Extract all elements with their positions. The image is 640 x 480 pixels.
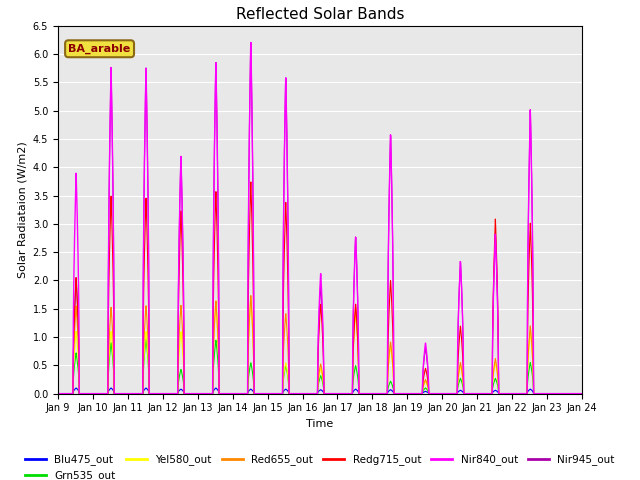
Red655_out	[568, 391, 576, 396]
Nir840_out	[145, 287, 153, 292]
Text: BA_arable: BA_arable	[68, 44, 131, 54]
Redg715_out	[145, 328, 153, 334]
Line: Yel580_out: Yel580_out	[58, 299, 582, 394]
Yel580_out	[114, 391, 122, 396]
Blu475_out	[54, 391, 62, 396]
Nir945_out	[578, 391, 586, 396]
Red655_out	[511, 391, 519, 396]
Grn535_out	[142, 336, 150, 342]
Yel580_out	[278, 391, 285, 396]
Blu475_out	[278, 391, 285, 396]
Redg715_out	[54, 391, 62, 396]
Legend: Blu475_out, Grn535_out, Yel580_out, Red655_out, Redg715_out, Nir840_out, Nir945_: Blu475_out, Grn535_out, Yel580_out, Red6…	[21, 450, 619, 480]
Blu475_out	[568, 391, 576, 396]
X-axis label: Time: Time	[307, 419, 333, 429]
Yel580_out	[578, 391, 586, 396]
Grn535_out	[255, 391, 263, 396]
Nir945_out	[255, 391, 263, 396]
Line: Grn535_out: Grn535_out	[58, 339, 582, 394]
Title: Reflected Solar Bands: Reflected Solar Bands	[236, 7, 404, 22]
Red655_out	[255, 391, 263, 396]
Nir840_out	[511, 391, 519, 396]
Nir840_out	[114, 391, 122, 396]
Grn535_out	[278, 391, 285, 396]
Blu475_out	[145, 389, 153, 395]
Nir840_out	[247, 40, 255, 46]
Nir840_out	[278, 391, 285, 396]
Red655_out	[247, 293, 255, 299]
Nir945_out	[145, 287, 153, 292]
Nir945_out	[114, 391, 122, 396]
Nir840_out	[54, 391, 62, 396]
Blu475_out	[114, 391, 122, 396]
Red655_out	[54, 391, 62, 396]
Grn535_out	[578, 391, 586, 396]
Nir945_out	[568, 391, 576, 396]
Line: Blu475_out: Blu475_out	[58, 388, 582, 394]
Redg715_out	[278, 391, 285, 396]
Redg715_out	[255, 391, 263, 396]
Nir945_out	[54, 391, 62, 396]
Yel580_out	[54, 391, 62, 396]
Line: Red655_out: Red655_out	[58, 296, 582, 394]
Nir840_out	[578, 391, 586, 396]
Nir945_out	[278, 391, 285, 396]
Grn535_out	[145, 379, 153, 385]
Blu475_out	[578, 391, 586, 396]
Line: Redg715_out: Redg715_out	[58, 182, 582, 394]
Red655_out	[114, 391, 122, 396]
Redg715_out	[511, 391, 519, 396]
Nir840_out	[568, 391, 576, 396]
Yel580_out	[255, 391, 263, 396]
Nir840_out	[255, 391, 263, 396]
Blu475_out	[255, 391, 263, 396]
Redg715_out	[568, 391, 576, 396]
Line: Nir840_out: Nir840_out	[58, 43, 582, 394]
Yel580_out	[511, 391, 519, 396]
Grn535_out	[511, 391, 519, 396]
Grn535_out	[114, 391, 122, 396]
Yel580_out	[145, 371, 153, 377]
Blu475_out	[72, 385, 80, 391]
Nir945_out	[511, 391, 519, 396]
Redg715_out	[578, 391, 586, 396]
Red655_out	[145, 362, 153, 368]
Nir945_out	[247, 40, 255, 46]
Red655_out	[578, 391, 586, 396]
Yel580_out	[247, 296, 255, 301]
Grn535_out	[568, 391, 576, 396]
Blu475_out	[511, 391, 519, 396]
Grn535_out	[54, 391, 62, 396]
Redg715_out	[247, 179, 255, 185]
Yel580_out	[568, 391, 576, 396]
Redg715_out	[114, 391, 122, 396]
Red655_out	[278, 391, 285, 396]
Line: Nir945_out: Nir945_out	[58, 43, 582, 394]
Y-axis label: Solar Radiataion (W/m2): Solar Radiataion (W/m2)	[17, 142, 27, 278]
